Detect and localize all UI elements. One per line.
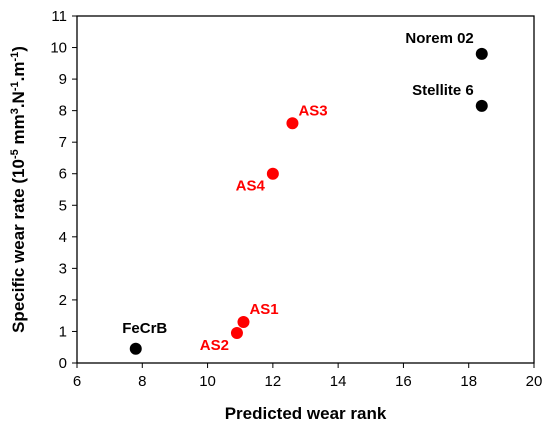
data-point-as1 [237,315,250,328]
y-tick-label: 3 [59,260,67,277]
y-axis-title-prefix: Specific wear rate (10 [9,159,28,333]
y-axis-title-exp4: -1 [9,52,21,62]
x-tick-label: 6 [73,373,81,390]
y-axis-title-mid3: .m [9,62,28,82]
data-labels: FeCrB AS2 AS1 AS4 AS3 Stellite 6 Norem 02 [122,30,474,354]
data-label-as3: AS3 [298,102,327,119]
x-tick-label: 10 [199,373,216,390]
x-axis-title: Predicted wear rank [225,404,387,423]
y-tick-label: 8 [59,103,67,120]
data-point-as3 [286,117,299,130]
data-point-norem-02 [475,47,488,60]
x-tick-label: 18 [460,373,477,390]
y-tick-label: 5 [59,197,67,214]
y-tick-label: 0 [59,355,67,372]
data-label-as1: AS1 [249,301,278,318]
y-tick-label: 9 [59,71,67,88]
y-tick-label: 10 [50,40,67,57]
plot-frame [76,15,535,364]
data-points [129,47,488,355]
y-tick-label: 4 [59,229,67,246]
y-axis-title-mid2: .N [9,91,28,108]
y-axis-title-exp1: -5 [9,149,21,159]
y-axis-title-exp3: -1 [9,81,21,91]
data-label-stellite-6: Stellite 6 [412,82,474,99]
data-label-as4: AS4 [236,178,266,195]
y-tick-label: 2 [59,292,67,309]
data-label-norem-02: Norem 02 [405,30,473,47]
data-point-stellite-6 [475,99,488,112]
x-tick-label: 8 [138,373,146,390]
y-tick-label: 6 [59,166,67,183]
data-point-as2 [230,327,243,340]
x-tick-label: 12 [265,373,282,390]
data-label-as2: AS2 [200,337,229,354]
data-point-as4 [266,167,279,180]
y-axis-title-exp2: 3 [9,108,21,114]
data-point-fecrb [129,342,142,355]
y-axis-title: Specific wear rate (10-5 mm3.N-1.m-1) [9,46,28,333]
y-axis-title-mid1: mm [9,114,28,149]
y-axis-title-suffix: ) [9,46,28,52]
data-label-fecrb: FeCrB [122,320,167,337]
x-tick-label: 20 [526,373,543,390]
y-tick-label: 7 [59,134,67,151]
x-tick-label: 16 [395,373,412,390]
y-tick-label: 11 [51,8,67,25]
y-tick-label: 1 [59,323,67,340]
x-tick-label: 14 [330,373,347,390]
axes [72,15,535,368]
